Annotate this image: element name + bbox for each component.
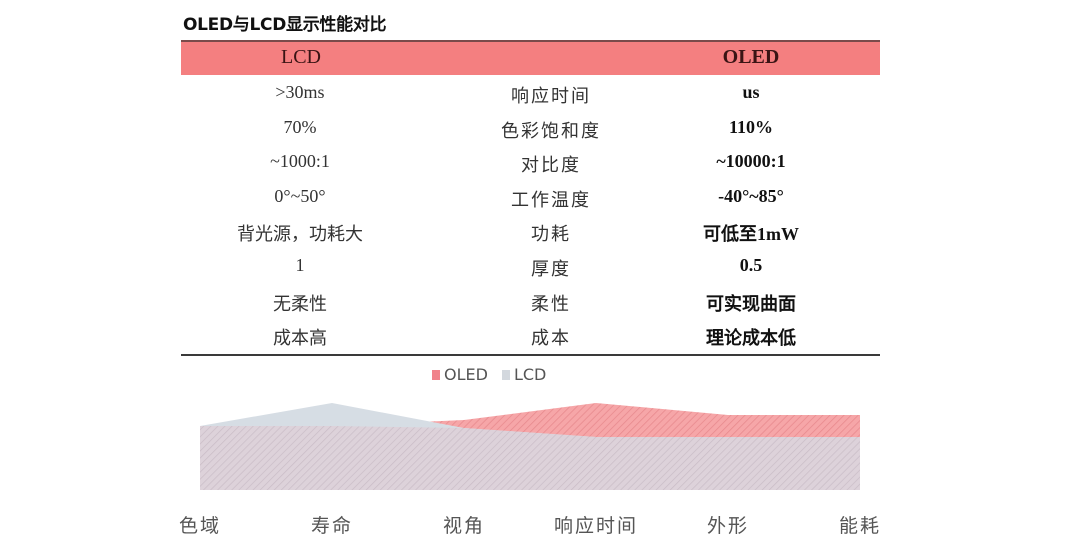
- chart-legend: OLED LCD: [432, 365, 546, 384]
- oled-value: 可低至1mW: [703, 224, 799, 245]
- table-row: 1 厚度 0.5: [181, 251, 880, 286]
- x-axis-label: 外形: [706, 515, 750, 537]
- chart-series: [200, 403, 860, 490]
- series-overlap-area: [200, 426, 860, 490]
- lcd-value: 0°~50°: [274, 185, 326, 206]
- metric-label: 功耗: [531, 224, 571, 246]
- table-row: >30ms 响应时间 us: [181, 78, 880, 113]
- table-header: LCD OLED: [181, 40, 880, 75]
- lcd-value: >30ms: [275, 82, 325, 102]
- metric-label: 响应时间: [511, 86, 591, 107]
- comparison-table: >30ms 响应时间 us 70% 色彩饱和度 110% ~1000:1 对比度…: [181, 78, 880, 355]
- table-row: 无柔性 柔性 可实现曲面: [181, 286, 880, 321]
- metric-label: 厚度: [531, 258, 571, 280]
- header-oled: OLED: [722, 46, 780, 68]
- oled-value: -40°~85°: [718, 185, 784, 206]
- lcd-value: ~1000:1: [270, 151, 330, 172]
- table-row: 背光源，功耗大 功耗 可低至1mW: [181, 216, 880, 251]
- metric-label: 工作温度: [511, 189, 591, 211]
- x-axis-label: 能耗: [838, 515, 882, 537]
- table-row: ~1000:1 对比度 ~10000:1: [181, 147, 880, 182]
- oled-swatch-icon: [432, 369, 440, 380]
- lcd-value: 成本高: [273, 328, 327, 349]
- table-row: 成本高 成本 理论成本低: [181, 320, 880, 355]
- metric-label: 柔性: [531, 293, 571, 315]
- oled-value: us: [742, 82, 760, 102]
- oled-value: 0.5: [739, 254, 763, 275]
- lcd-value: 1: [295, 254, 305, 275]
- oled-value: 可实现曲面: [706, 293, 796, 314]
- lcd-value: 70%: [283, 116, 317, 137]
- oled-value: 110%: [728, 116, 773, 137]
- oled-value: 理论成本低: [706, 328, 796, 349]
- x-axis-label: 寿命: [310, 515, 354, 537]
- page-title: OLED与LCD显示性能对比: [183, 15, 387, 35]
- table-bottom-rule: [181, 354, 880, 356]
- table-row: 0°~50° 工作温度 -40°~85°: [181, 182, 880, 217]
- legend-item-oled: OLED: [432, 365, 488, 384]
- lcd-value: 背光源，功耗大: [237, 224, 363, 245]
- x-axis-label: 响应时间: [553, 515, 639, 537]
- metric-label: 色彩饱和度: [501, 120, 601, 142]
- header-lcd: LCD: [281, 46, 321, 68]
- lcd-swatch-icon: [501, 369, 510, 380]
- metric-label: 对比度: [521, 155, 581, 177]
- table-row: 70% 色彩饱和度 110%: [181, 113, 880, 148]
- legend-item-lcd: LCD: [501, 365, 547, 384]
- legend-label-lcd: LCD: [513, 365, 547, 384]
- metric-label: 成本: [531, 328, 571, 350]
- x-axis-label: 视角: [442, 515, 486, 537]
- legend-label-oled: OLED: [444, 365, 488, 384]
- lcd-value: 无柔性: [273, 293, 327, 314]
- oled-value: ~10000:1: [716, 151, 786, 172]
- x-axis-label: 色域: [178, 515, 222, 537]
